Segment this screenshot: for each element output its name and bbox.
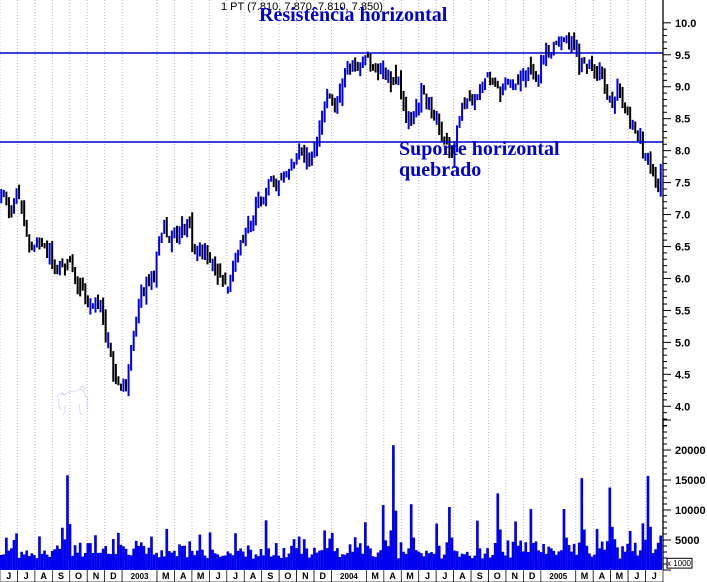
svg-text:7.5: 7.5	[675, 178, 690, 190]
svg-text:M: M	[581, 571, 589, 581]
svg-text:5000: 5000	[675, 535, 699, 547]
svg-text:7.0: 7.0	[675, 210, 690, 222]
svg-text:J: J	[442, 571, 447, 581]
svg-text:9.5: 9.5	[675, 50, 690, 62]
svg-text:J: J	[6, 571, 11, 581]
svg-text:O: O	[75, 571, 82, 581]
svg-text:M: M	[406, 571, 414, 581]
svg-text:S: S	[267, 571, 273, 581]
svg-text:x 1000: x 1000	[667, 559, 692, 568]
svg-text:8.5: 8.5	[675, 114, 690, 126]
svg-text:2003: 2003	[131, 572, 149, 581]
svg-text:O: O	[494, 571, 501, 581]
svg-text:D: D	[110, 571, 117, 581]
svg-text:A: A	[180, 571, 187, 581]
svg-text:20000: 20000	[675, 445, 706, 457]
svg-text:5.0: 5.0	[675, 337, 690, 349]
svg-text:A: A	[250, 571, 257, 581]
svg-text:D: D	[320, 571, 327, 581]
svg-text:M: M	[371, 571, 379, 581]
svg-text:O: O	[284, 571, 291, 581]
svg-text:J: J	[216, 571, 221, 581]
svg-text:N: N	[302, 571, 309, 581]
svg-text:4.0: 4.0	[675, 401, 690, 413]
svg-text:A: A	[389, 571, 396, 581]
svg-text:2005: 2005	[549, 572, 567, 581]
svg-text:J: J	[652, 571, 657, 581]
svg-text:N: N	[93, 571, 100, 581]
svg-text:15000: 15000	[675, 475, 706, 487]
svg-text:4.5: 4.5	[675, 369, 690, 381]
svg-text:8.0: 8.0	[675, 146, 690, 158]
svg-text:5.5: 5.5	[675, 305, 690, 317]
svg-text:M: M	[162, 571, 170, 581]
svg-text:J: J	[24, 571, 29, 581]
svg-text:D: D	[529, 571, 536, 581]
svg-text:M: M	[616, 571, 624, 581]
svg-text:J: J	[425, 571, 430, 581]
svg-text:10000: 10000	[675, 505, 706, 517]
svg-text:A: A	[459, 571, 466, 581]
svg-text:J: J	[634, 571, 639, 581]
svg-text:6.5: 6.5	[675, 242, 690, 254]
svg-text:A: A	[599, 571, 606, 581]
svg-text:2004: 2004	[340, 572, 358, 581]
svg-text:10.0: 10.0	[675, 18, 696, 30]
svg-text:A: A	[40, 571, 47, 581]
svg-text:S: S	[477, 571, 483, 581]
svg-text:M: M	[197, 571, 205, 581]
svg-text:N: N	[511, 571, 518, 581]
svg-text:S: S	[58, 571, 64, 581]
svg-text:9.0: 9.0	[675, 82, 690, 94]
svg-text:J: J	[233, 571, 238, 581]
svg-text:6.0: 6.0	[675, 273, 690, 285]
